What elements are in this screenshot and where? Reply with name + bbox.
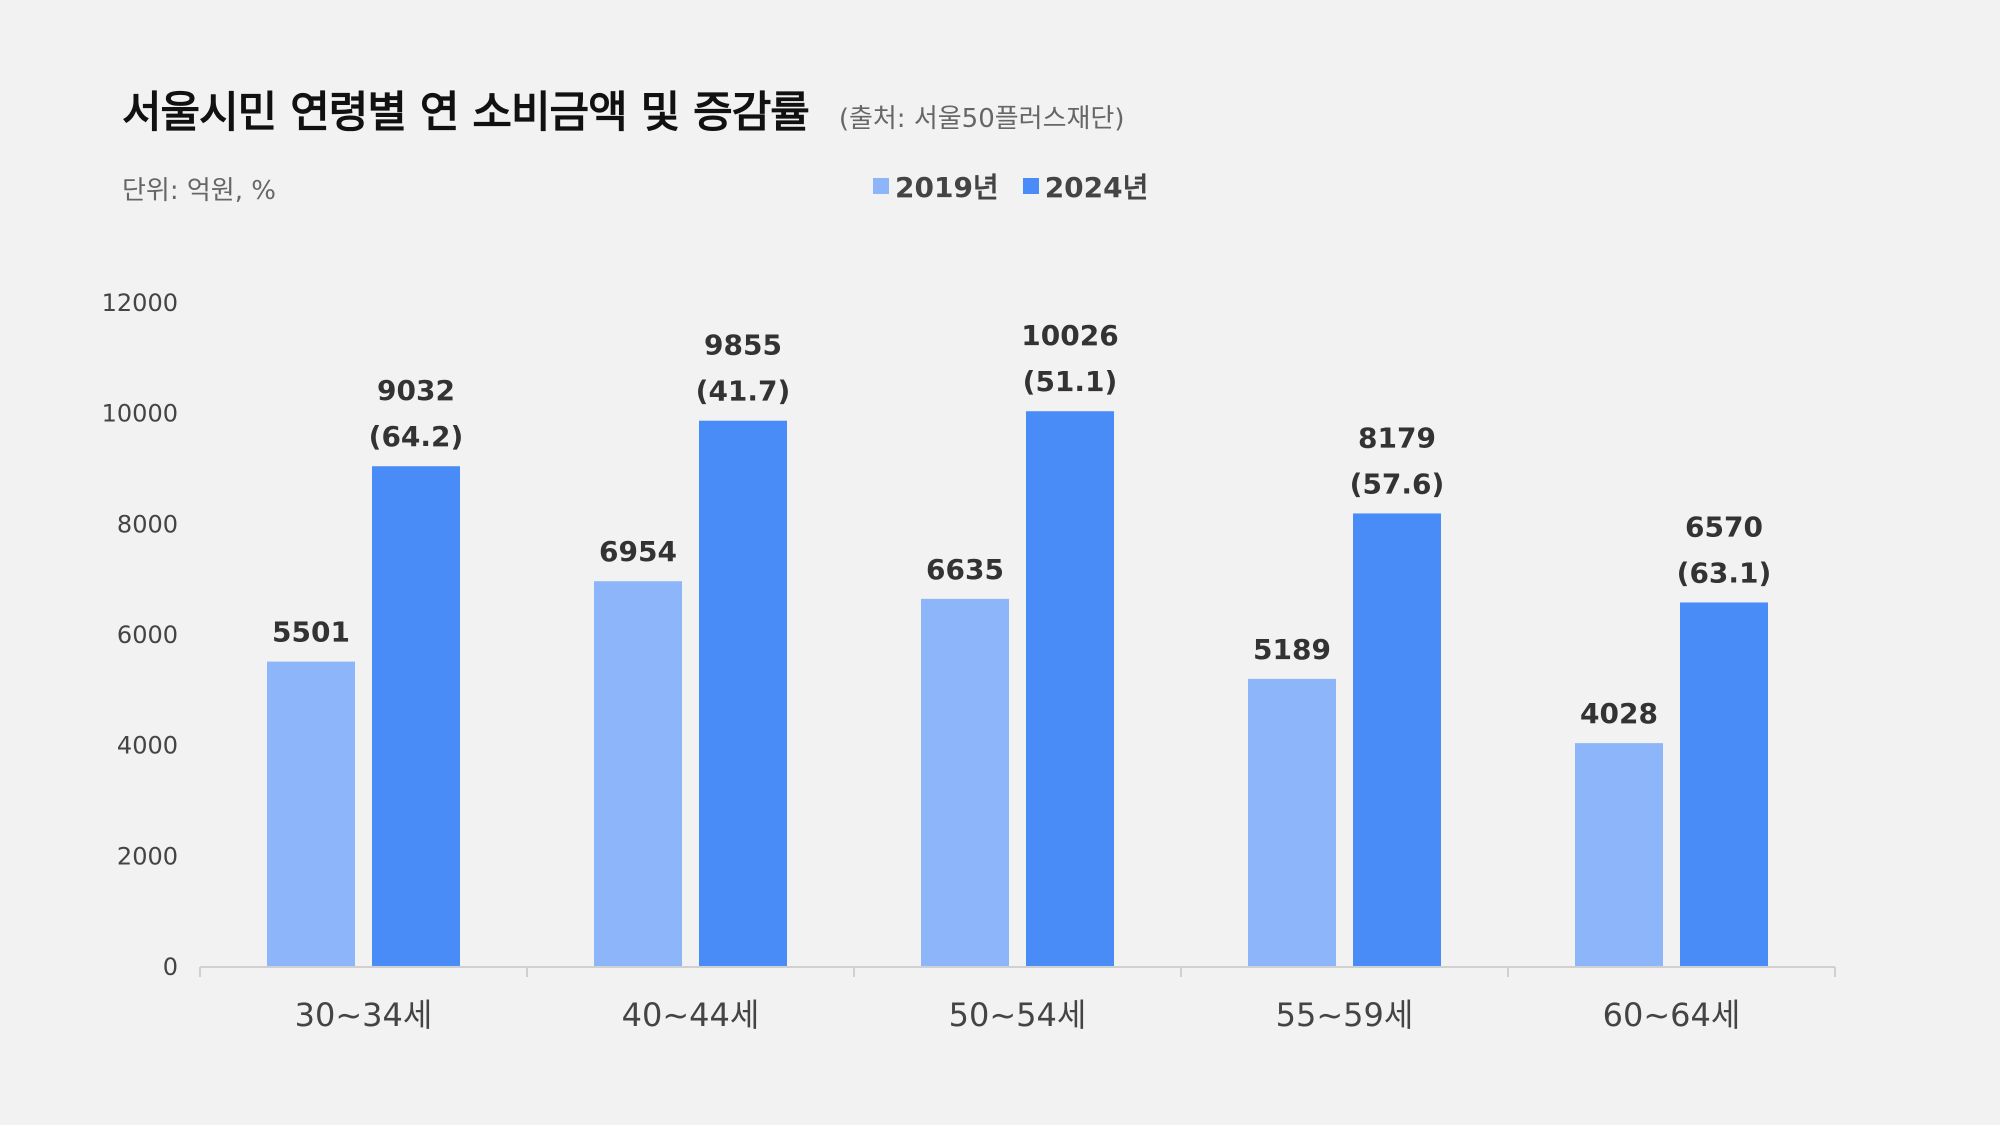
data-label: 4028 bbox=[1580, 697, 1658, 730]
y-tick-label: 0 bbox=[163, 953, 178, 981]
y-tick-label: 2000 bbox=[117, 842, 178, 870]
legend-label-2019: 2019년 bbox=[895, 171, 999, 204]
x-tick-label: 60~64세 bbox=[1603, 996, 1741, 1034]
legend: 2019년 2024년 bbox=[873, 166, 1172, 206]
data-label: 9032 bbox=[377, 374, 455, 407]
bar-2019년-30~34세 bbox=[267, 661, 355, 966]
bar-2019년-60~64세 bbox=[1575, 743, 1663, 966]
y-tick-label: 8000 bbox=[117, 510, 178, 538]
bar-2024년-40~44세 bbox=[699, 420, 787, 966]
y-tick-label: 10000 bbox=[102, 400, 178, 428]
y-tick-label: 6000 bbox=[117, 621, 178, 649]
legend-label-2024: 2024년 bbox=[1044, 171, 1149, 204]
data-label: 6635 bbox=[926, 553, 1004, 586]
growth-rate-label: (63.1) bbox=[1677, 556, 1772, 589]
x-tick-label: 50~54세 bbox=[949, 996, 1087, 1034]
bar-2019년-40~44세 bbox=[594, 581, 682, 966]
bar-2024년-50~54세 bbox=[1026, 411, 1114, 966]
y-tick-label: 4000 bbox=[117, 732, 178, 760]
legend-swatch-2024 bbox=[1022, 178, 1039, 194]
data-label: 6570 bbox=[1685, 510, 1763, 543]
data-label: 5189 bbox=[1253, 633, 1331, 666]
data-label: 9855 bbox=[704, 329, 782, 362]
chart-header: 서울시민 연령별 연 소비금액 및 증감률 (출처: 서울50플러스재단) bbox=[122, 78, 1125, 140]
data-label: 5501 bbox=[272, 616, 350, 649]
growth-rate-label: (51.1) bbox=[1023, 365, 1118, 398]
bar-2024년-55~59세 bbox=[1353, 513, 1441, 966]
y-tick-label: 12000 bbox=[102, 289, 178, 317]
data-label: 6954 bbox=[599, 535, 677, 568]
bar-2019년-55~59세 bbox=[1248, 678, 1336, 966]
legend-item-2024: 2024년 bbox=[1022, 166, 1149, 206]
bar-2019년-50~54세 bbox=[921, 598, 1009, 966]
bar-2024년-60~64세 bbox=[1680, 602, 1768, 966]
growth-rate-label: (64.2) bbox=[369, 420, 464, 453]
growth-rate-label: (41.7) bbox=[696, 375, 791, 408]
x-tick-label: 40~44세 bbox=[622, 996, 760, 1034]
unit-label: 단위: 억원, % bbox=[122, 176, 276, 206]
x-tick-label: 55~59세 bbox=[1276, 996, 1414, 1034]
chart-source: (출처: 서울50플러스재단) bbox=[838, 104, 1125, 134]
legend-item-2019: 2019년 bbox=[873, 166, 999, 206]
chart-title: 서울시민 연령별 연 소비금액 및 증감률 bbox=[122, 88, 810, 138]
data-label: 8179 bbox=[1358, 421, 1436, 454]
growth-rate-label: (57.6) bbox=[1350, 467, 1445, 500]
x-tick-label: 30~34세 bbox=[295, 996, 433, 1034]
legend-swatch-2019 bbox=[873, 178, 889, 194]
bar-2024년-30~34세 bbox=[372, 466, 460, 966]
data-label: 10026 bbox=[1021, 319, 1118, 352]
